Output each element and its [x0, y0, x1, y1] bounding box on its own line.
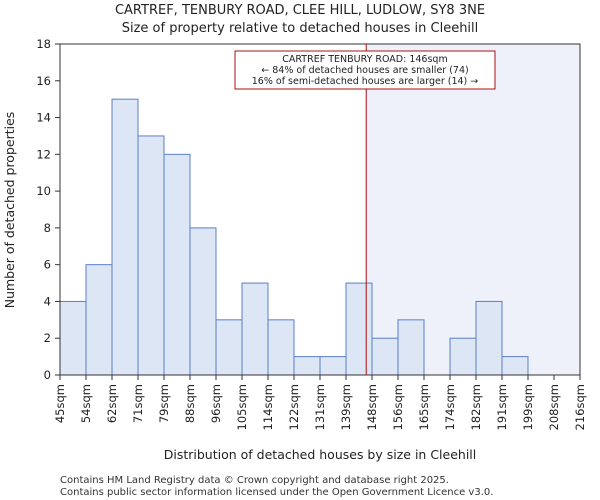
x-tick-label: 96sqm [209, 384, 223, 423]
bar-54sqm [85, 264, 113, 376]
x-tick-label: 122sqm [287, 384, 301, 430]
y-tick-label: 6 [44, 258, 51, 272]
x-tick-label: 45sqm [53, 384, 67, 423]
bar-131sqm [319, 356, 347, 376]
x-tick-label: 182sqm [469, 384, 483, 430]
y-tick-label: 18 [36, 37, 51, 51]
x-tick-label: 156sqm [391, 384, 405, 430]
x-tick-label: 139sqm [339, 384, 353, 430]
chart-subtitle: Size of property relative to detached ho… [122, 21, 479, 36]
bar-62sqm [111, 98, 139, 376]
chart-title: CARTREF, TENBURY ROAD, CLEE HILL, LUDLOW… [115, 3, 485, 18]
annotation-box: CARTREF TENBURY ROAD: 146sqm ← 84% of de… [234, 50, 496, 90]
footer-line-1: Contains HM Land Registry data © Crown c… [60, 475, 449, 486]
bar-45sqm [59, 300, 87, 376]
bar-174sqm [449, 337, 477, 376]
x-tick-label: 114sqm [261, 384, 275, 430]
y-tick-label: 4 [44, 294, 51, 308]
y-axis-label: Number of detached properties [2, 112, 17, 309]
x-tick-label: 199sqm [521, 384, 535, 430]
bar-88sqm [189, 227, 217, 376]
y-tick-label: 2 [44, 331, 51, 345]
bar-139sqm [345, 282, 373, 376]
x-tick-label: 71sqm [131, 384, 145, 423]
y-tick-label: 12 [36, 147, 51, 161]
x-tick-label: 174sqm [443, 384, 457, 430]
bar-122sqm [293, 356, 321, 376]
x-axis-label: Distribution of detached houses by size … [164, 447, 477, 462]
x-tick-label: 148sqm [365, 384, 379, 430]
bar-79sqm [163, 153, 191, 376]
footer-line-2: Contains public sector information licen… [60, 487, 493, 498]
x-tick-label: 191sqm [495, 384, 509, 430]
bar-96sqm [215, 319, 243, 376]
x-tick-label: 208sqm [547, 384, 561, 430]
annotation-line-1: CARTREF TENBURY ROAD: 146sqm [282, 54, 447, 65]
x-tick-label: 216sqm [573, 384, 587, 430]
annotation-line-3: 16% of semi-detached houses are larger (… [252, 76, 479, 87]
y-tick-label: 16 [36, 74, 51, 88]
x-tick-label: 79sqm [157, 384, 171, 423]
bar-71sqm [137, 135, 165, 376]
bars-group [59, 98, 529, 376]
y-tick-label: 0 [44, 368, 51, 382]
bar-156sqm [397, 319, 425, 376]
y-tick-label: 8 [44, 221, 51, 235]
x-tick-label: 131sqm [313, 384, 327, 430]
x-axis: 45sqm 54sqm 62sqm 71sqm 79sqm 88sqm 96sqm 105sq… [53, 375, 587, 430]
x-tick-label: 54sqm [79, 384, 93, 423]
x-tick-label: 105sqm [235, 384, 249, 430]
y-tick-label: 10 [36, 184, 51, 198]
x-tick-label: 62sqm [105, 384, 119, 423]
x-tick-label: 88sqm [183, 384, 197, 423]
y-axis: 0 2 4 6 8 10 12 14 16 18 [36, 37, 60, 382]
bar-182sqm [475, 300, 503, 376]
x-tick-label: 165sqm [417, 384, 431, 430]
bar-114sqm [267, 319, 295, 376]
y-tick-label: 14 [36, 111, 51, 125]
bar-105sqm [241, 282, 269, 376]
bar-191sqm [501, 356, 529, 376]
annotation-line-2: ← 84% of detached houses are smaller (74… [261, 65, 468, 76]
bar-148sqm [371, 337, 399, 376]
